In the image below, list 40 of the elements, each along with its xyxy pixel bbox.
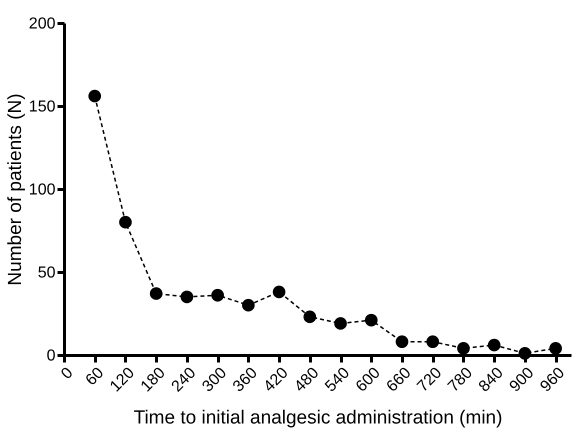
point [272,286,286,298]
point [396,335,408,348]
point [119,216,132,229]
x-tick-label: 360 [230,364,261,396]
x-tick-label: 840 [476,364,507,396]
x-tick-label: 660 [384,364,415,396]
point [242,298,255,312]
point [211,288,224,302]
point [364,314,378,326]
x-tick-label: 720 [414,364,446,396]
x-tick-label: 480 [291,364,322,396]
x-tick-label: 60 [82,364,108,390]
point [180,290,194,304]
x-tick-label: 600 [352,364,384,396]
x-tick-label: 900 [506,364,538,396]
x-tick-label: 540 [322,364,354,396]
point [334,317,347,330]
point [426,335,440,348]
y-axis-title: Number of patients (N) [4,93,26,286]
x-tick-label: 420 [260,364,292,396]
x-tick-label: 0 [58,364,77,383]
point [303,310,316,324]
point [549,342,562,355]
point [518,347,532,360]
x-axis-title: Time to initial analgesic administration (min) [134,408,502,429]
point [150,287,163,300]
x-tick-label: 300 [199,364,230,396]
point [488,338,501,352]
y-tick-label: 150 [28,98,56,116]
x-tick-label: 960 [537,364,568,396]
y-tick-label: 100 [28,182,56,198]
point [88,90,102,102]
x-tick-label: 180 [138,364,169,396]
y-tick-label: 0 [46,348,56,364]
x-tick-label: 120 [107,364,138,396]
y-tick-label: 50 [38,264,56,282]
y-tick-label: 200 [28,16,56,32]
point [457,342,470,355]
x-tick-label: 780 [445,364,476,396]
x-tick-label: 240 [168,364,200,396]
